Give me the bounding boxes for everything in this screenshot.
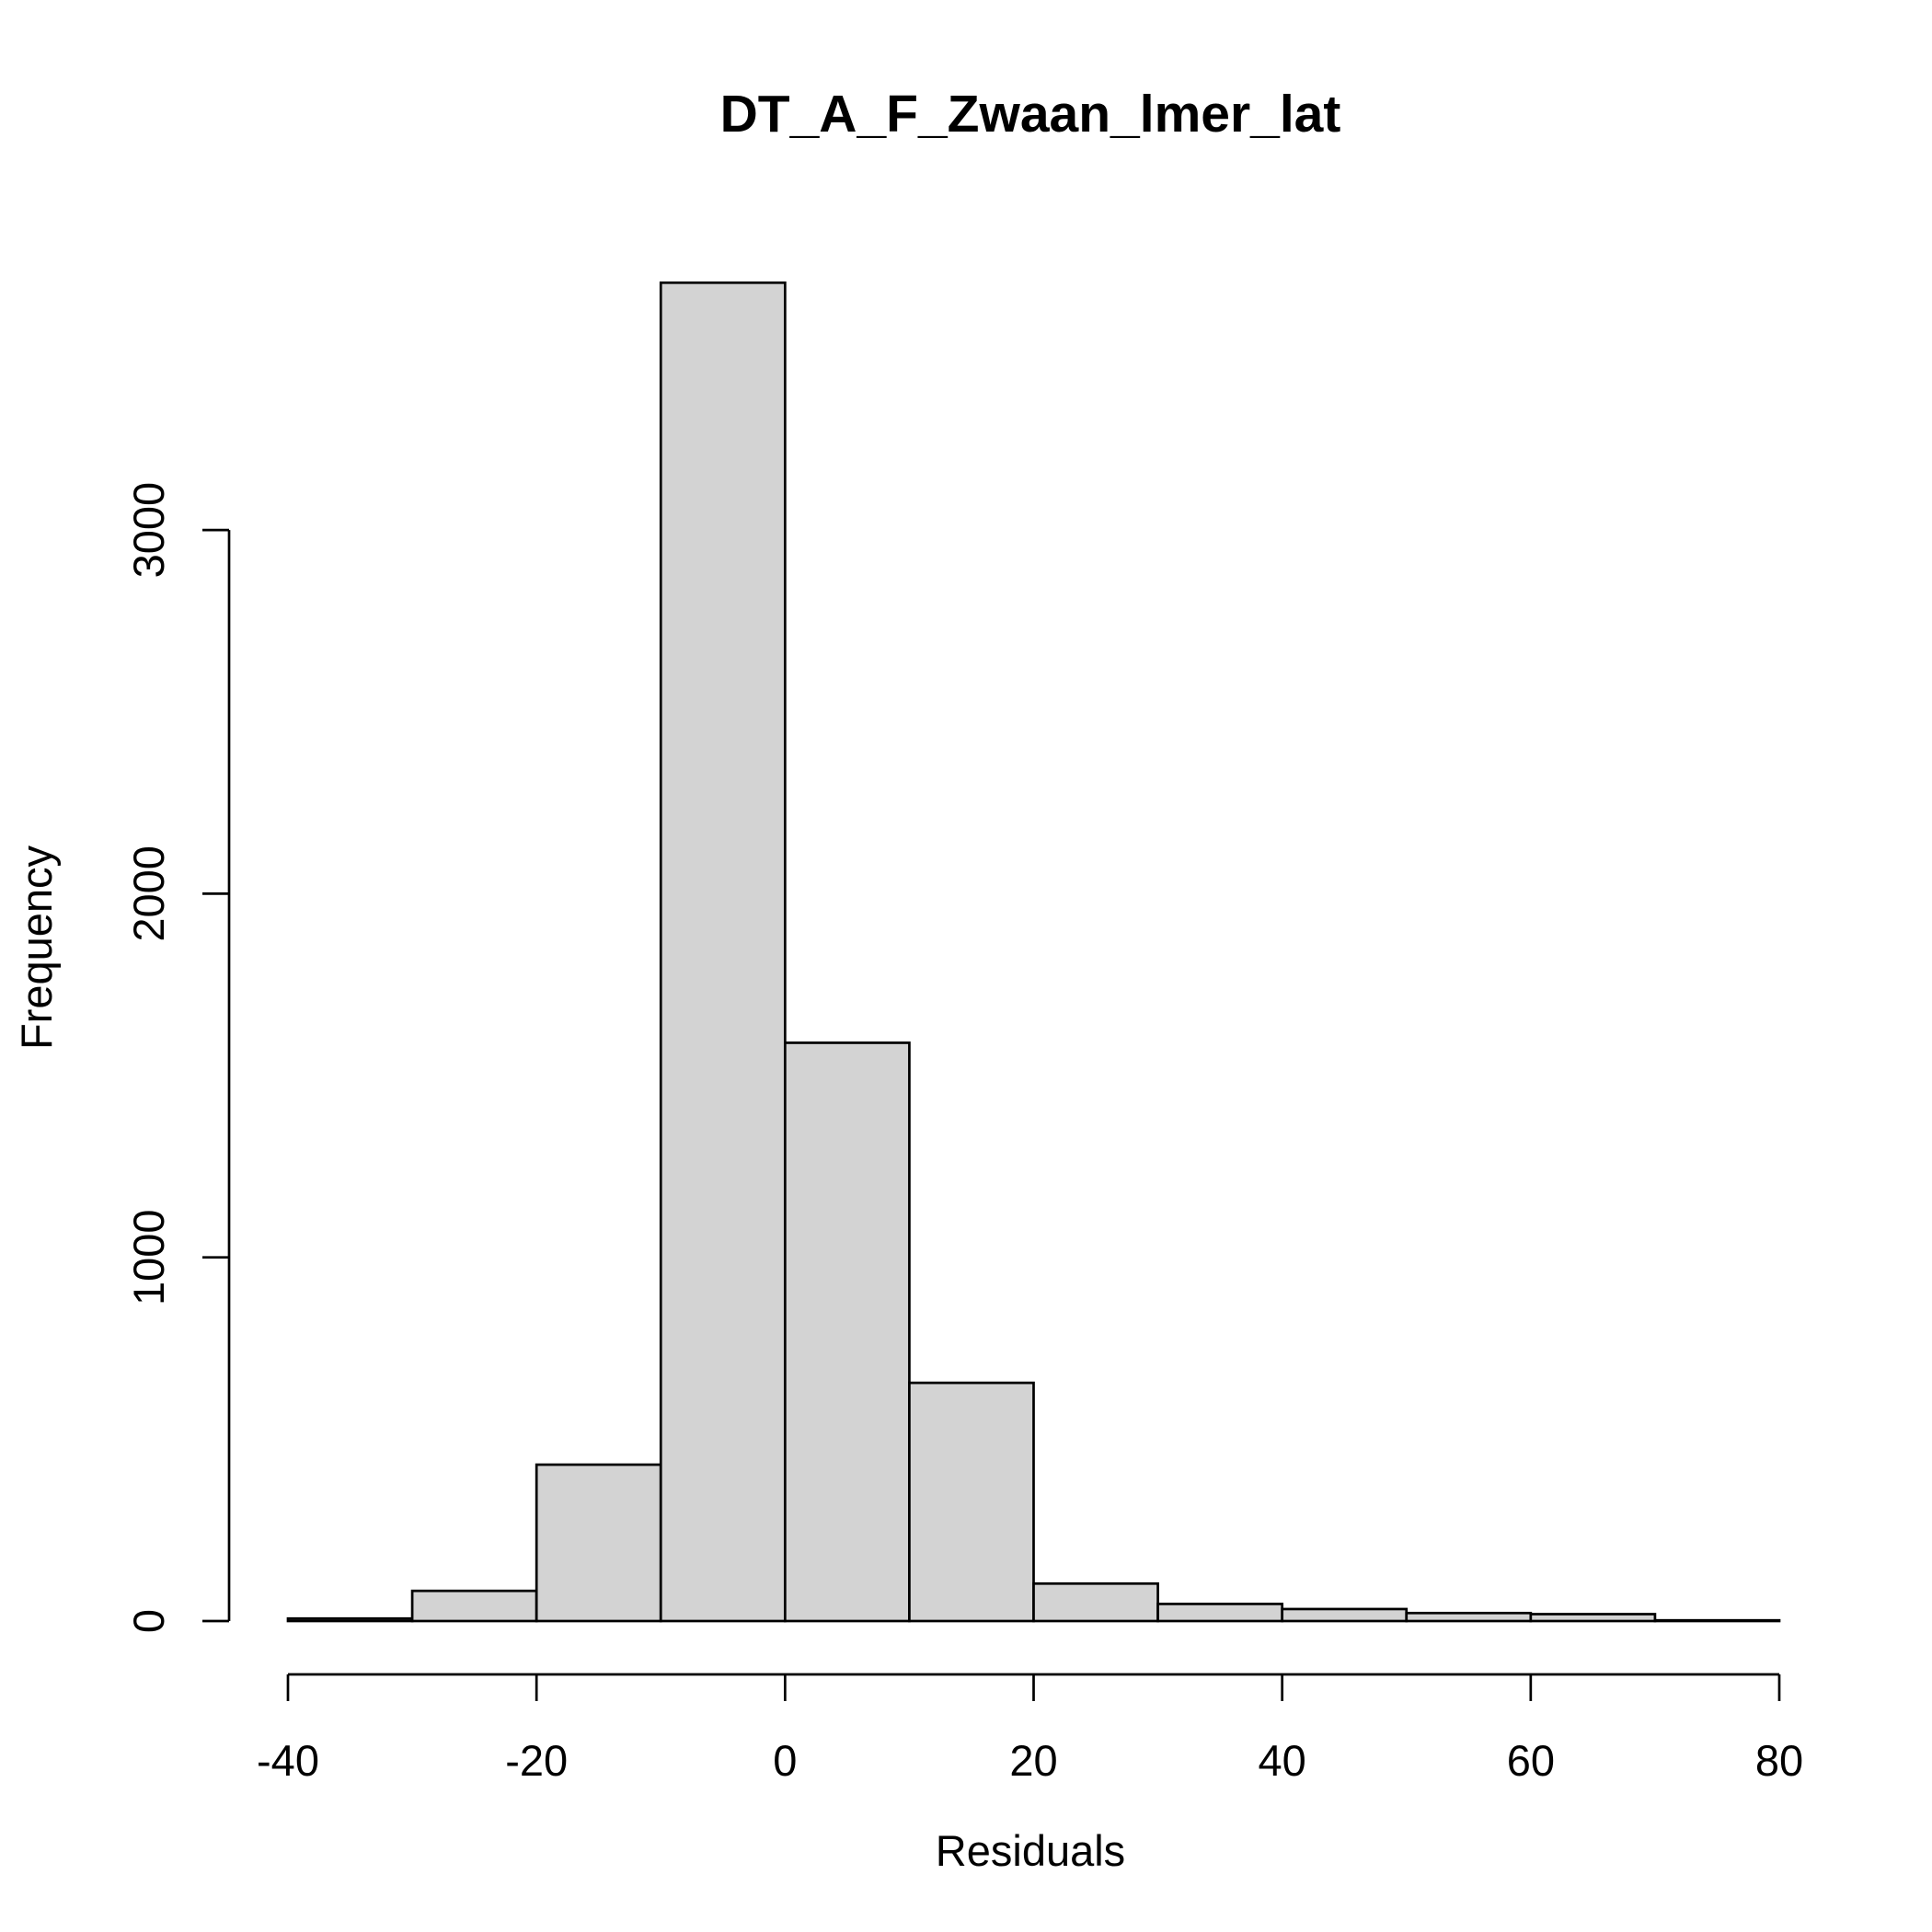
x-tick-label: -40 xyxy=(257,1736,319,1785)
x-tick-label: -20 xyxy=(505,1736,568,1785)
y-tick-label: 0 xyxy=(124,1609,173,1633)
y-tick-label: 1000 xyxy=(124,1209,173,1305)
bars-group xyxy=(286,281,1781,1623)
histogram-bar xyxy=(908,1381,1035,1623)
histogram-bar xyxy=(410,1589,538,1623)
y-tick-label: 3000 xyxy=(124,482,173,579)
histogram-bar xyxy=(286,1616,414,1623)
histogram-bar xyxy=(659,281,787,1623)
x-tick-label: 80 xyxy=(1755,1736,1803,1785)
y-axis: 0 1000 2000 3000 xyxy=(124,482,231,1633)
histogram-bar xyxy=(1281,1607,1409,1623)
histogram-bar xyxy=(783,1041,911,1623)
histogram-bar xyxy=(1653,1618,1781,1623)
histogram-bar xyxy=(1032,1581,1159,1623)
x-axis: -40 -20 0 20 40 60 80 xyxy=(257,1673,1803,1785)
x-tick-label: 40 xyxy=(1259,1736,1306,1785)
chart-title: DT_A_F_Zwaan_lmer_lat xyxy=(720,85,1341,144)
histogram-bar xyxy=(535,1463,662,1623)
y-tick-label: 2000 xyxy=(124,845,173,942)
x-axis-label: Residuals xyxy=(936,1826,1125,1875)
histogram-bar xyxy=(1529,1613,1657,1623)
histogram-bar xyxy=(1405,1611,1533,1623)
x-tick-label: 20 xyxy=(1009,1736,1057,1785)
x-tick-label: 0 xyxy=(773,1736,797,1785)
histogram-bar xyxy=(1156,1603,1284,1623)
y-axis-label: Frequency xyxy=(12,845,61,1050)
x-tick-label: 60 xyxy=(1507,1736,1555,1785)
